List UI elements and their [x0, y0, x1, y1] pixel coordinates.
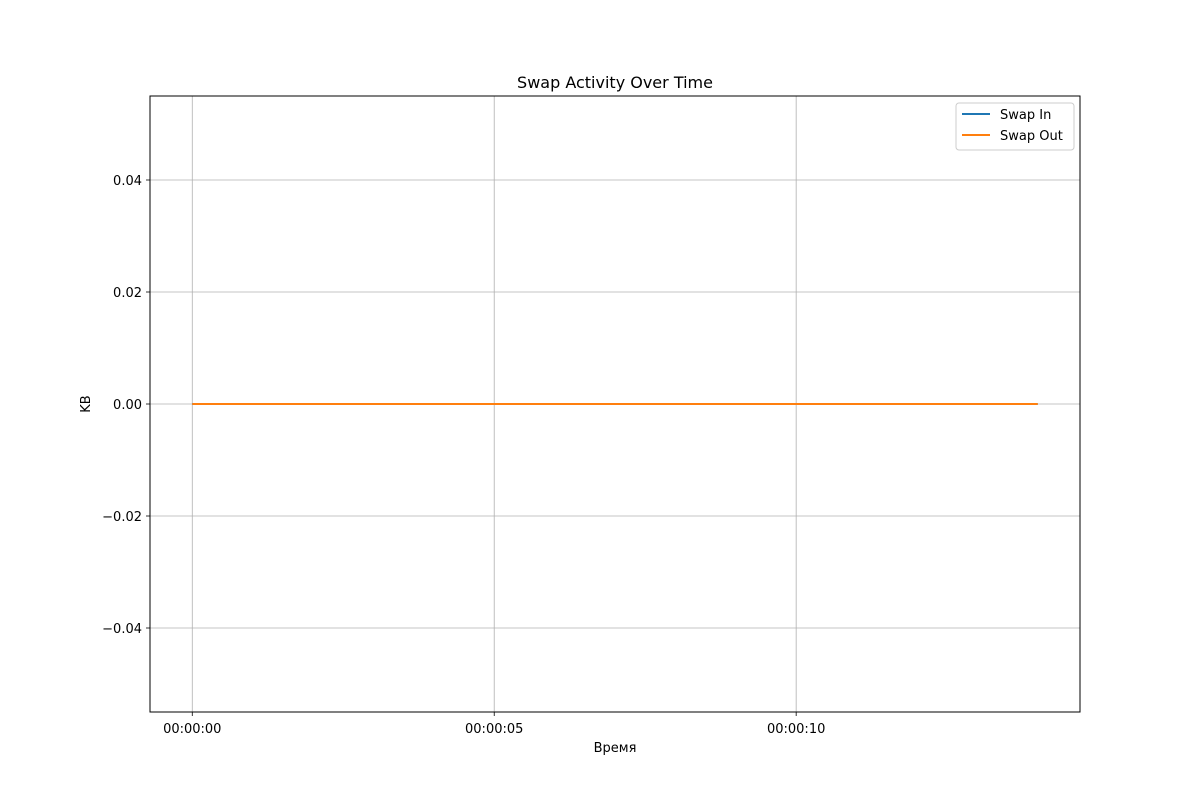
x-tick-label: 00:00:00 [163, 722, 221, 737]
x-tick-label: 00:00:10 [767, 722, 825, 737]
x-tick-label: 00:00:05 [465, 722, 523, 737]
y-tick-label: −0.04 [102, 622, 142, 637]
y-axis-label: KB [79, 395, 94, 412]
chart-title: Swap Activity Over Time [517, 73, 713, 92]
y-tick-label: 0.04 [113, 174, 142, 189]
ticks-layer: 00:00:00 00:00:05 00:00:10 0.04 0.02 0.00 −0.0… [102, 174, 825, 737]
y-tick-label: 0.00 [113, 398, 142, 413]
legend-label-swap-in: Swap In [1000, 108, 1051, 123]
legend-label-swap-out: Swap Out [1000, 129, 1063, 144]
y-tick-label: −0.02 [102, 510, 142, 525]
y-tick-label: 0.02 [113, 286, 142, 301]
x-axis-label: Время [594, 741, 637, 756]
legend: Swap In Swap Out [955, 102, 1075, 151]
